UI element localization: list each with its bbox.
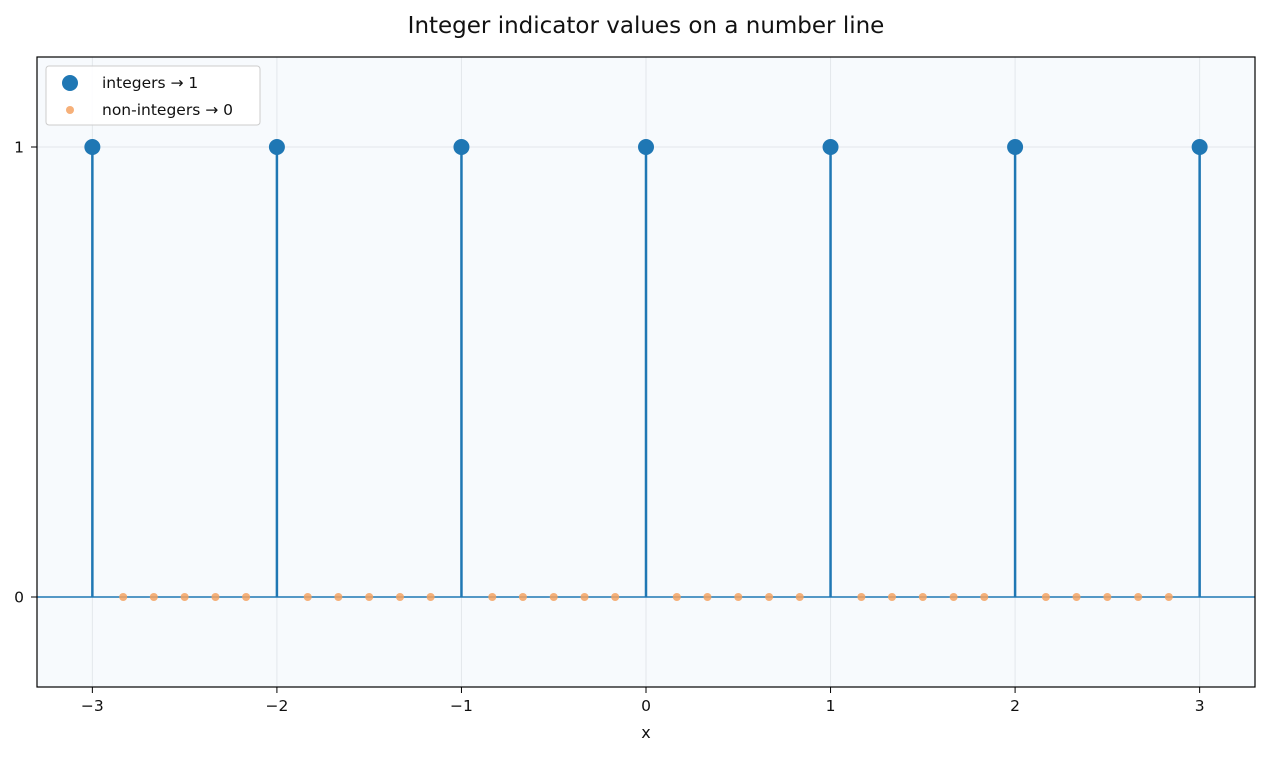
x-axis-label: x — [641, 723, 650, 742]
x-tick-label: 3 — [1195, 697, 1205, 715]
non-integer-point — [426, 593, 435, 601]
non-integer-point — [580, 593, 589, 601]
non-integer-point — [1164, 593, 1173, 601]
integer-point — [268, 139, 285, 155]
non-integer-point — [365, 593, 374, 601]
non-integer-point — [549, 593, 558, 601]
non-integer-point — [518, 593, 527, 601]
non-integer-point — [1072, 593, 1081, 601]
non-integer-point — [242, 593, 251, 601]
non-integer-point — [672, 593, 681, 601]
chart-title: Integer indicator values on a number lin… — [408, 13, 885, 39]
integer-point — [1191, 139, 1208, 155]
non-integer-point — [795, 593, 804, 601]
non-integer-point — [1103, 593, 1112, 601]
integer-point — [453, 139, 470, 155]
non-integer-point — [180, 593, 189, 601]
data-layer — [37, 139, 1255, 601]
non-integer-point — [734, 593, 743, 601]
legend-label-non-integers: non-integers → 0 — [102, 101, 233, 119]
non-integer-point — [980, 593, 989, 601]
non-integer-point — [1134, 593, 1143, 601]
non-integer-point — [334, 593, 343, 601]
x-tick-label: 1 — [826, 697, 836, 715]
x-tick-label: 0 — [641, 697, 651, 715]
non-integer-point — [765, 593, 774, 601]
non-integer-point — [488, 593, 497, 601]
legend-marker-non-integers — [66, 106, 74, 114]
legend-marker-integers — [62, 75, 78, 91]
non-integer-point — [918, 593, 927, 601]
non-integer-point — [149, 593, 158, 601]
integer-point — [1007, 139, 1024, 155]
integer-point — [822, 139, 839, 155]
axes-layer: −3 −2 −1 0 1 2 3 0 1 — [14, 139, 1204, 716]
y-tick-label: 1 — [14, 139, 24, 157]
integer-point — [84, 139, 101, 155]
non-integer-point — [611, 593, 620, 601]
non-integer-point — [887, 593, 896, 601]
non-integer-point — [119, 593, 128, 601]
x-tick-label: −1 — [450, 697, 473, 715]
non-integer-point — [303, 593, 312, 601]
legend-label-integers: integers → 1 — [102, 74, 198, 92]
y-tick-label: 0 — [14, 589, 24, 607]
x-tick-label: −2 — [265, 697, 288, 715]
non-integer-point — [857, 593, 866, 601]
x-tick-label: 2 — [1010, 697, 1020, 715]
x-tick-label: −3 — [81, 697, 104, 715]
non-integer-point — [396, 593, 405, 601]
non-integer-point — [949, 593, 958, 601]
legend-box — [45, 65, 261, 126]
integer-point — [638, 139, 654, 155]
legend: integers → 1 non-integers → 0 — [45, 65, 261, 126]
non-integer-point — [211, 593, 220, 601]
non-integer-point — [1041, 593, 1050, 601]
non-integer-point — [703, 593, 712, 601]
